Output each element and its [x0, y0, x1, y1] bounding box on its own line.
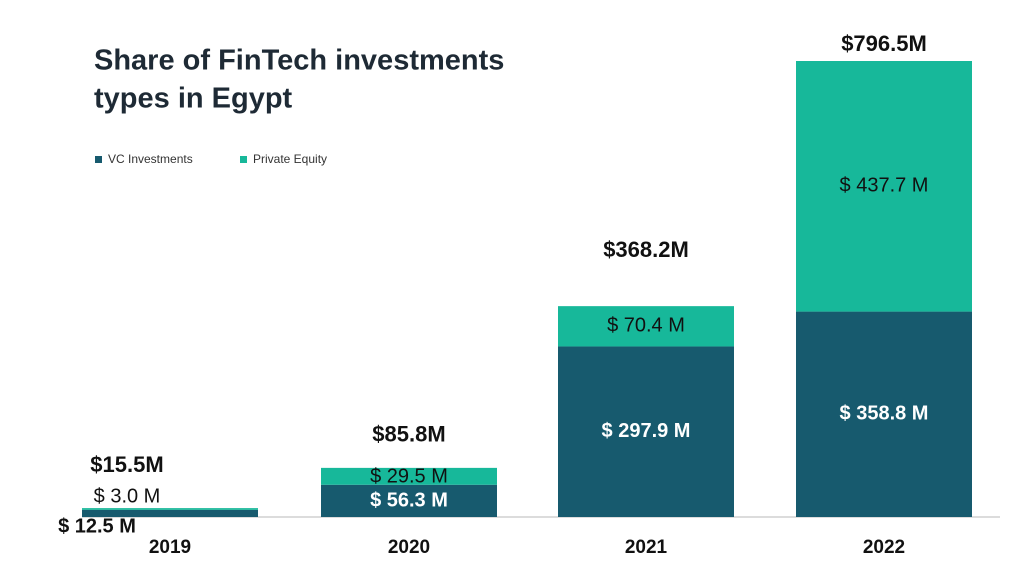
- x-tick-label: 2020: [388, 537, 430, 558]
- bar-segment: [558, 346, 734, 517]
- total-label: $368.2M: [603, 237, 689, 262]
- value-label: $ 3.0 M: [94, 485, 161, 507]
- value-label: $ 70.4 M: [607, 315, 685, 337]
- value-label: $ 12.5 M: [58, 515, 136, 537]
- value-label: $ 29.5 M: [370, 465, 448, 487]
- bar-segment: [796, 311, 972, 517]
- x-tick-label: 2019: [149, 537, 191, 558]
- bar-segment: [82, 509, 258, 517]
- legend-swatch: [95, 156, 102, 163]
- legend-label: Private Equity: [253, 152, 327, 166]
- value-label: $ 358.8 M: [840, 403, 929, 425]
- legend-swatch: [240, 156, 247, 163]
- bar-segment: [321, 484, 497, 517]
- chart-title: Share of FinTech investments: [94, 45, 504, 77]
- bar-segment: [558, 306, 734, 347]
- x-tick-label: 2022: [863, 537, 905, 558]
- value-label: $ 437.7 M: [840, 175, 929, 197]
- total-label: $796.5M: [841, 31, 927, 56]
- bar-segment: [82, 508, 258, 510]
- bar-segment: [796, 61, 972, 312]
- chart-title: types in Egypt: [94, 83, 293, 115]
- value-label: $ 297.9 M: [602, 420, 691, 442]
- legend-label: VC Investments: [108, 152, 193, 166]
- total-label: $15.5M: [90, 452, 163, 477]
- bar-segment: [321, 467, 497, 485]
- value-label: $ 56.3 M: [370, 489, 448, 511]
- total-label: $85.8M: [372, 422, 445, 447]
- x-tick-label: 2021: [625, 537, 668, 558]
